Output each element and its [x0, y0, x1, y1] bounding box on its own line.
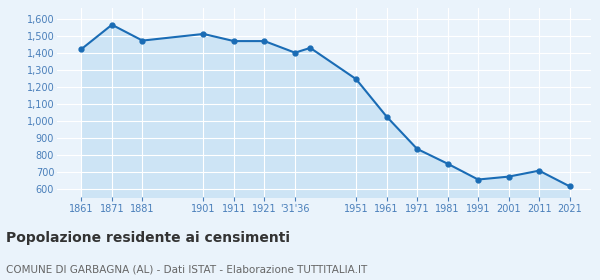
Text: COMUNE DI GARBAGNA (AL) - Dati ISTAT - Elaborazione TUTTITALIA.IT: COMUNE DI GARBAGNA (AL) - Dati ISTAT - E…	[6, 265, 367, 275]
Text: Popolazione residente ai censimenti: Popolazione residente ai censimenti	[6, 231, 290, 245]
